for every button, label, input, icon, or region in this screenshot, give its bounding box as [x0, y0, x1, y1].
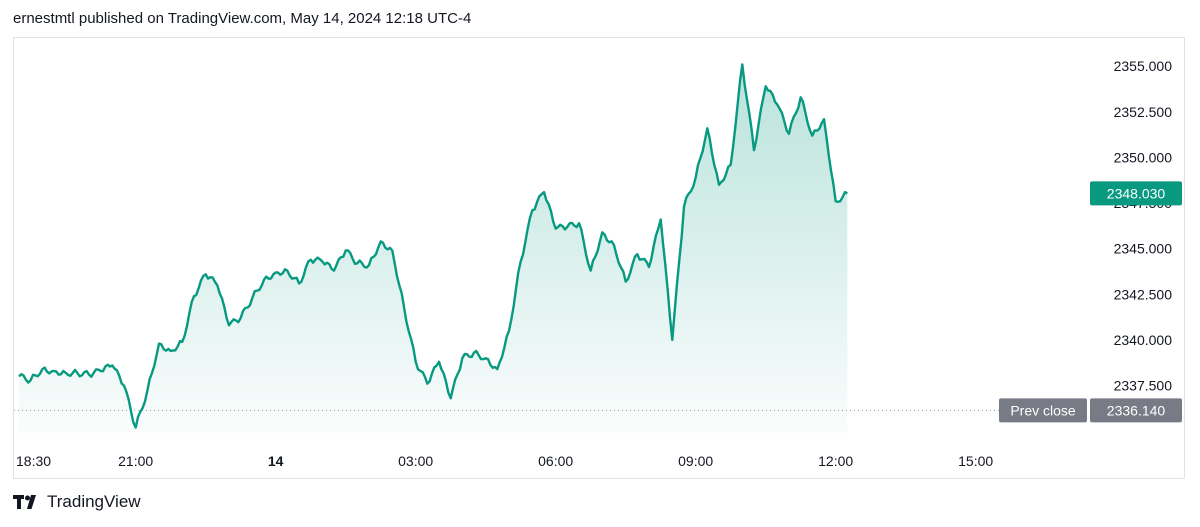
prev-close-value-badge[interactable] [1090, 398, 1182, 423]
last-price-badge[interactable] [1090, 181, 1182, 206]
prev-close-label: Prev close [1010, 402, 1076, 418]
x-tick-label: 03:00 [398, 453, 433, 469]
x-tick-label: 06:00 [538, 453, 573, 469]
publisher-caption: ernestmtl published on TradingView.com, … [13, 10, 472, 27]
prev-close-tag[interactable] [999, 398, 1087, 423]
y-tick-label: 2350.000 [1114, 149, 1173, 165]
tradingview-brand-label: TradingView [47, 492, 141, 511]
y-tick-label: 2355.000 [1114, 58, 1173, 74]
x-tick-label: 12:00 [818, 453, 853, 469]
x-tick-label: 14 [268, 453, 284, 469]
x-tick-label: 15:00 [958, 453, 993, 469]
y-tick-label: 2352.500 [1114, 104, 1173, 120]
tradingview-logo[interactable]: TradingView [13, 492, 141, 512]
x-tick-label: 09:00 [678, 453, 713, 469]
last-price-label: 2348.030 [1107, 185, 1166, 201]
x-tick-label: 21:00 [118, 453, 153, 469]
price-area-fill [19, 64, 848, 434]
tradingview-logo-icon [13, 495, 36, 509]
y-tick-label: 2342.500 [1114, 286, 1173, 302]
price-line[interactable] [18, 63, 848, 429]
x-tick-label: 18:30 [16, 453, 51, 469]
price-chart[interactable]: 2355.0002352.5002350.0002347.5002345.000… [14, 38, 1186, 480]
chart-frame[interactable]: 2355.0002352.5002350.0002347.5002345.000… [13, 37, 1185, 479]
y-tick-label: 2340.000 [1114, 332, 1173, 348]
y-tick-label: 2337.500 [1114, 378, 1173, 394]
prev-close-value-label: 2336.140 [1107, 402, 1166, 418]
y-tick-label: 2345.000 [1114, 241, 1173, 257]
